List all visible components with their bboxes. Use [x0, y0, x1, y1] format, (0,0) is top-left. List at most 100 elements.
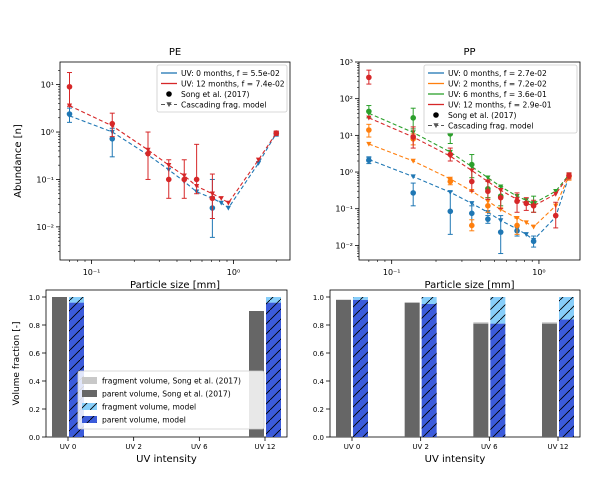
model-point: [218, 200, 224, 206]
legend-box: [423, 64, 578, 134]
model-point: [225, 200, 231, 206]
song-fragment-bar: [473, 322, 489, 324]
x-tick-label: 10⁰: [227, 268, 240, 277]
pp-abundance-panel: 10⁻¹ 10⁰ 10⁻² 10⁻¹ 10⁰ 10¹ 10² 10³ PP Particle si…: [335, 47, 581, 291]
y-tick-label: 10³: [340, 58, 353, 67]
data-point: [366, 127, 372, 133]
y-tick-label: 10¹: [340, 131, 353, 140]
model-point: [553, 189, 559, 194]
song-parent-bar: [52, 297, 67, 437]
x-tick-label: UV 2: [412, 443, 429, 451]
data-point: [109, 135, 116, 142]
data-point: [497, 194, 504, 201]
data-point: [447, 151, 454, 158]
model-parent-hatch: [266, 302, 281, 437]
song-parent-bar: [473, 323, 489, 437]
legend-dot-swatch: [433, 112, 439, 118]
data-point: [485, 216, 491, 222]
y-tick-label: 10⁻²: [36, 223, 54, 232]
legend-label: Song et al. (2017): [181, 90, 249, 99]
legend-label: fragment volume, Song et al. (2017): [102, 377, 241, 386]
x-axis-label: Particle size [mm]: [425, 280, 515, 291]
model-point: [255, 157, 262, 163]
y-tick-label: 10²: [340, 95, 353, 104]
model-point: [553, 191, 559, 197]
data-point: [181, 176, 188, 183]
x-tick-label: 10⁻¹: [83, 268, 101, 277]
y-tick-label: 0.0: [313, 434, 324, 442]
y-tick-label: 0.8: [29, 322, 40, 330]
data-point: [410, 190, 416, 196]
legend-label: Cascading frag. model: [181, 101, 266, 110]
x-axis-label: UV intensity: [425, 454, 486, 465]
pp-volume-panel: 0.0 0.2 0.4 0.6 0.8 1.0 UV 0 UV 2 UV 6 UV 12 UV in…: [313, 289, 581, 465]
y-tick-label: 0.6: [313, 350, 325, 358]
legend-swatch-hatch: [82, 416, 97, 423]
x-tick-label: UV 2: [125, 443, 142, 451]
y-tick-label: 10⁰: [41, 128, 54, 137]
legend-swatch-hatch: [82, 403, 97, 410]
legend-label: fragment volume, model: [102, 403, 196, 412]
model-point: [366, 115, 372, 121]
legend-label: UV: 6 months, f = 3.6e-01: [448, 90, 547, 99]
model-point: [523, 232, 529, 237]
model-point: [225, 205, 231, 211]
model-point: [410, 174, 416, 180]
data-point: [530, 238, 537, 245]
y-tick-label: 0.0: [29, 434, 40, 442]
legend-label: UV: 12 months, f = 7.4e-02: [181, 80, 285, 89]
model-point: [410, 158, 416, 164]
data-point: [485, 203, 491, 209]
y-tick-label: 0.4: [313, 378, 325, 386]
model-fragment-hatch: [421, 297, 437, 304]
legend-swatch: [82, 390, 97, 397]
x-tick-label: UV 6: [481, 443, 498, 451]
data-point: [66, 111, 73, 117]
data-point: [514, 198, 520, 205]
y-axis-label: Abundance [n]: [13, 124, 24, 198]
x-axis-label: Particle size [mm]: [130, 280, 220, 291]
legend-label: Song et al. (2017): [448, 111, 516, 120]
data-point: [410, 134, 416, 140]
plot-frame: [329, 289, 581, 438]
data-point: [165, 176, 172, 183]
y-tick-label: 10⁻²: [335, 241, 353, 250]
legend-model-marker: [433, 123, 439, 129]
panel-title: PE: [169, 47, 181, 58]
legend-dot-swatch: [166, 91, 172, 97]
data-point: [468, 210, 475, 217]
data-point: [468, 161, 475, 168]
pe-volume-panel: 0.0 0.2 0.4 0.6 0.8 1.0 UV 0 UV 2 UV 6 UV 12 UV in…: [12, 289, 288, 465]
data-point: [193, 176, 200, 183]
model-point: [531, 224, 537, 230]
model-point: [366, 141, 372, 147]
model-fragment-hatch: [266, 297, 281, 303]
data-point: [447, 208, 454, 215]
y-tick-label: 0.8: [313, 322, 324, 330]
model-fragment-hatch: [353, 297, 368, 300]
y-tick-label: 0.6: [29, 350, 41, 358]
y-tick-label: 10⁰: [340, 168, 353, 177]
data-point: [530, 203, 537, 209]
data-point: [66, 83, 73, 90]
data-point: [497, 229, 504, 235]
y-tick-label: 1.0: [313, 294, 324, 302]
data-point: [366, 108, 372, 115]
x-tick-label: UV 0: [344, 443, 361, 451]
y-tick-label: 0.2: [29, 406, 40, 414]
data-point: [514, 222, 520, 229]
model-point: [469, 201, 475, 206]
legend-swatch: [82, 377, 97, 384]
model-point: [485, 175, 491, 181]
y-tick-label: 10¹: [41, 81, 54, 90]
legend-box: [156, 64, 288, 113]
y-tick-label: 10⁻¹: [335, 205, 353, 214]
y-tick-label: 1.0: [29, 294, 40, 302]
legend-label: UV: 12 months, f = 2.9e-01: [448, 101, 552, 110]
x-tick-label: UV 12: [254, 443, 275, 451]
model-fragment-hatch: [559, 297, 574, 320]
model-point: [218, 196, 224, 201]
x-tick-label: 10⁻¹: [383, 268, 401, 277]
model-parent-hatch: [353, 299, 368, 437]
